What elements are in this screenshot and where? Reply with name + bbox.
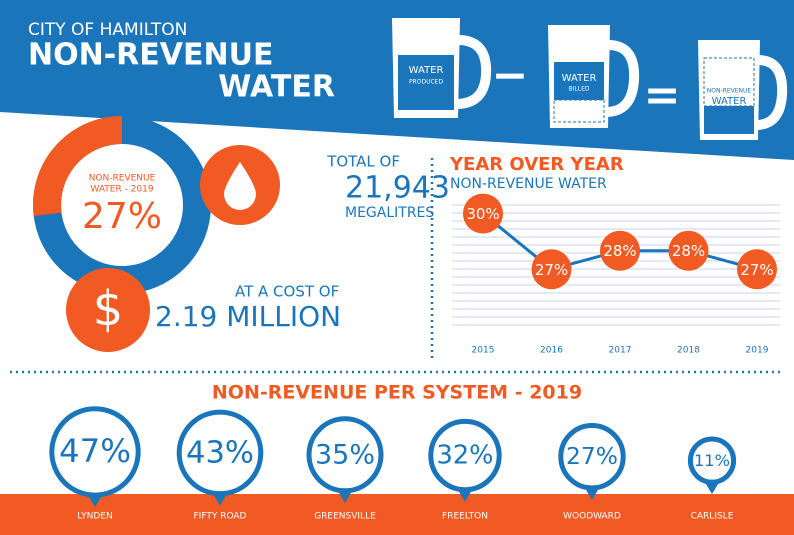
system-value: 35% [315, 439, 375, 470]
data-label: 30% [466, 205, 499, 223]
chart-subtitle: NON-REVENUE WATER [450, 176, 607, 192]
systems-band [0, 494, 794, 535]
x-tick-label: 2015 [472, 346, 495, 356]
data-label: 27% [740, 261, 773, 279]
system-value: 27% [566, 442, 618, 470]
pitcher-label: BILLED [569, 86, 590, 93]
cost-intro: AT A COST OF [235, 283, 339, 301]
system-name: CARLISLE [691, 512, 734, 522]
operator: − [492, 50, 529, 101]
system-value: 47% [59, 432, 131, 470]
system-name: FIFTY ROAD [194, 512, 247, 522]
system-value: 32% [437, 441, 494, 471]
system-name: WOODWARD [563, 512, 621, 522]
x-tick-label: 2016 [540, 346, 563, 356]
data-label: 27% [535, 261, 568, 279]
system-name: GREENSVILLE [314, 512, 376, 522]
data-label: 28% [672, 242, 705, 260]
cost-symbol: $ [93, 281, 124, 337]
volume-unit: MEGALITRES [345, 205, 434, 221]
pitcher-label: WATER [409, 65, 444, 76]
pitcher-label: PRODUCED [409, 79, 444, 86]
infographic: CITY OF HAMILTON NON-REVENUE WATER WATER… [0, 0, 794, 535]
volume-intro: TOTAL OF [326, 153, 400, 171]
donut-label: WATER - 2019 [90, 185, 153, 195]
operator: = [644, 70, 681, 121]
x-tick-label: 2018 [677, 346, 700, 356]
data-label: 28% [603, 242, 636, 260]
title: WATER [218, 70, 335, 105]
system-value: 11% [694, 451, 730, 470]
chart-title: YEAR OVER YEAR [449, 154, 624, 175]
system-name: LYNDEN [77, 512, 112, 522]
system-value: 43% [186, 435, 254, 470]
x-tick-label: 2019 [746, 346, 769, 356]
donut-value: 27% [82, 196, 162, 237]
pitcher-label: NON-REVENUE [707, 88, 752, 95]
volume-amount: 21,943 [345, 171, 450, 206]
pitcher-label: WATER [712, 96, 747, 107]
title: NON-REVENUE [28, 38, 273, 73]
system-name: FREELTON [442, 512, 488, 522]
pitcher-label: WATER [562, 73, 597, 84]
x-tick-label: 2017 [609, 346, 632, 356]
donut-label: NON-REVENUE [89, 174, 156, 184]
systems-title: NON-REVENUE PER SYSTEM - 2019 [212, 382, 582, 404]
cost-amount: 2.19 MILLION [155, 300, 341, 333]
